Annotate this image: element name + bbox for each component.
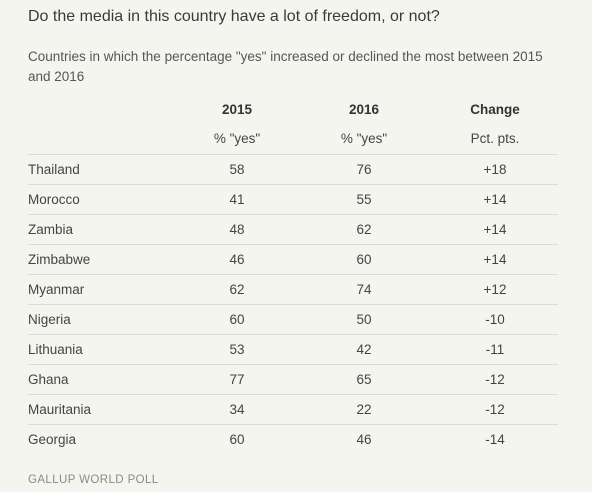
table-row: Myanmar 62 74 +12 xyxy=(28,274,558,305)
column-header-2016: 2016 xyxy=(348,102,380,117)
value-2015: 58 xyxy=(229,162,245,177)
column-header-2015: 2015 xyxy=(221,102,253,117)
country-label: Nigeria xyxy=(28,312,71,327)
table-row: Thailand 58 76 +18 xyxy=(28,154,558,185)
source-label: GALLUP WORLD POLL xyxy=(28,474,159,486)
table-row: Ghana 77 65 -12 xyxy=(28,364,558,395)
chart-title: Do the media in this country have a lot … xyxy=(28,8,440,25)
table-row: Zambia 48 62 +14 xyxy=(28,214,558,245)
value-2016: 55 xyxy=(356,192,372,207)
value-change: +12 xyxy=(483,282,507,297)
value-2016: 60 xyxy=(356,252,372,267)
value-2016: 22 xyxy=(356,402,372,417)
column-subheader-change: Pct. pts. xyxy=(470,131,520,146)
value-2015: 60 xyxy=(229,312,245,327)
column-subheader-2015: % "yes" xyxy=(213,131,261,146)
table-row: Lithuania 53 42 -11 xyxy=(28,334,558,365)
value-change: -12 xyxy=(485,402,505,417)
value-change: -11 xyxy=(485,342,505,357)
table-row: Morocco 41 55 +14 xyxy=(28,184,558,215)
column-subheader-2016: % "yes" xyxy=(340,131,388,146)
value-change: +14 xyxy=(483,192,507,207)
value-2016: 62 xyxy=(356,222,372,237)
table-row: Mauritania 34 22 -12 xyxy=(28,394,558,425)
value-change: +18 xyxy=(483,162,507,177)
table-row: Georgia 60 46 -14 xyxy=(28,424,558,455)
value-2015: 53 xyxy=(229,342,245,357)
country-label: Lithuania xyxy=(28,342,83,357)
value-2016: 76 xyxy=(356,162,372,177)
table-row: Zimbabwe 46 60 +14 xyxy=(28,244,558,275)
country-label: Zambia xyxy=(28,222,74,237)
country-label: Myanmar xyxy=(28,282,85,297)
value-2015: 77 xyxy=(229,372,245,387)
value-2016: 65 xyxy=(356,372,372,387)
value-2015: 34 xyxy=(229,402,245,417)
country-label: Georgia xyxy=(28,432,77,447)
value-change: +14 xyxy=(483,222,507,237)
value-2015: 48 xyxy=(229,222,245,237)
country-label: Ghana xyxy=(28,372,69,387)
value-2016: 74 xyxy=(356,282,372,297)
value-2015: 46 xyxy=(229,252,245,267)
value-2016: 50 xyxy=(356,312,372,327)
column-header-change: Change xyxy=(470,102,520,117)
country-label: Mauritania xyxy=(28,402,92,417)
value-change: -10 xyxy=(485,312,505,327)
value-2015: 41 xyxy=(229,192,245,207)
value-change: +14 xyxy=(483,252,507,267)
value-2015: 60 xyxy=(229,432,245,447)
value-2016: 42 xyxy=(356,342,372,357)
country-label: Thailand xyxy=(28,162,80,177)
country-label: Morocco xyxy=(28,192,80,207)
country-label: Zimbabwe xyxy=(28,252,91,267)
table-row: Nigeria 60 50 -10 xyxy=(28,304,558,335)
chart-subtitle: Countries in which the percentage "yes" … xyxy=(28,49,543,84)
value-2016: 46 xyxy=(356,432,372,447)
value-change: -14 xyxy=(485,432,505,447)
value-change: -12 xyxy=(485,372,505,387)
value-2015: 62 xyxy=(229,282,245,297)
